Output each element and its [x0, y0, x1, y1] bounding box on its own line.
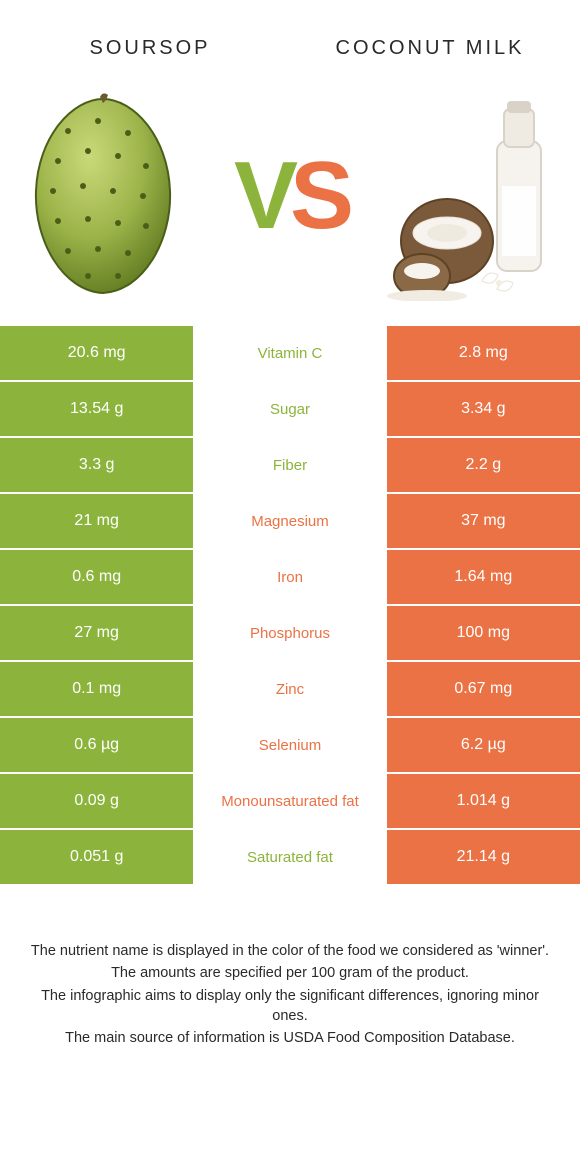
vs-s: S: [290, 148, 346, 244]
value-left: 13.54 g: [0, 382, 193, 436]
value-left: 0.1 mg: [0, 662, 193, 716]
value-right: 100 mg: [387, 606, 580, 660]
value-left: 21 mg: [0, 494, 193, 548]
image-left: [10, 86, 197, 306]
nutrient-label: Selenium: [193, 718, 386, 772]
value-right: 1.64 mg: [387, 550, 580, 604]
comparison-table: 20.6 mgVitamin C2.8 mg13.54 gSugar3.34 g…: [0, 326, 580, 886]
header-left: SOURSOP: [10, 20, 290, 76]
vs-v: V: [234, 148, 290, 244]
table-row: 0.051 gSaturated fat21.14 g: [0, 830, 580, 886]
footer-line-2: The amounts are specified per 100 gram o…: [30, 963, 550, 983]
nutrient-label: Iron: [193, 550, 386, 604]
hero-row: VS: [0, 76, 580, 326]
soursop-illustration: [18, 91, 188, 301]
value-right: 6.2 µg: [387, 718, 580, 772]
nutrient-label: Sugar: [193, 382, 386, 436]
value-right: 21.14 g: [387, 830, 580, 884]
vs-label: VS: [197, 148, 384, 244]
title-left: SOURSOP: [10, 20, 290, 76]
header: SOURSOP COCONUT MILK: [0, 0, 580, 76]
footer-notes: The nutrient name is displayed in the co…: [0, 886, 580, 1048]
footer-line-3: The infographic aims to display only the…: [30, 986, 550, 1027]
table-row: 0.1 mgZinc0.67 mg: [0, 662, 580, 718]
coconut-milk-illustration: [387, 91, 567, 301]
nutrient-label: Phosphorus: [193, 606, 386, 660]
value-left: 3.3 g: [0, 438, 193, 492]
value-left: 20.6 mg: [0, 326, 193, 380]
value-right: 3.34 g: [387, 382, 580, 436]
value-right: 2.8 mg: [387, 326, 580, 380]
footer-line-4: The main source of information is USDA F…: [30, 1028, 550, 1048]
value-left: 0.09 g: [0, 774, 193, 828]
value-right: 37 mg: [387, 494, 580, 548]
value-right: 2.2 g: [387, 438, 580, 492]
nutrient-label: Monounsaturated fat: [193, 774, 386, 828]
header-right: COCONUT MILK: [290, 20, 570, 76]
nutrient-label: Zinc: [193, 662, 386, 716]
nutrient-label: Saturated fat: [193, 830, 386, 884]
title-right: COCONUT MILK: [290, 20, 570, 76]
value-left: 27 mg: [0, 606, 193, 660]
image-right: [383, 86, 570, 306]
footer-line-1: The nutrient name is displayed in the co…: [30, 941, 550, 961]
table-row: 27 mgPhosphorus100 mg: [0, 606, 580, 662]
table-row: 13.54 gSugar3.34 g: [0, 382, 580, 438]
value-left: 0.6 µg: [0, 718, 193, 772]
table-row: 3.3 gFiber2.2 g: [0, 438, 580, 494]
value-right: 1.014 g: [387, 774, 580, 828]
value-left: 0.051 g: [0, 830, 193, 884]
value-left: 0.6 mg: [0, 550, 193, 604]
table-row: 0.6 mgIron1.64 mg: [0, 550, 580, 606]
table-row: 20.6 mgVitamin C2.8 mg: [0, 326, 580, 382]
nutrient-label: Vitamin C: [193, 326, 386, 380]
table-row: 21 mgMagnesium37 mg: [0, 494, 580, 550]
table-row: 0.09 gMonounsaturated fat1.014 g: [0, 774, 580, 830]
table-row: 0.6 µgSelenium6.2 µg: [0, 718, 580, 774]
value-right: 0.67 mg: [387, 662, 580, 716]
nutrient-label: Magnesium: [193, 494, 386, 548]
nutrient-label: Fiber: [193, 438, 386, 492]
